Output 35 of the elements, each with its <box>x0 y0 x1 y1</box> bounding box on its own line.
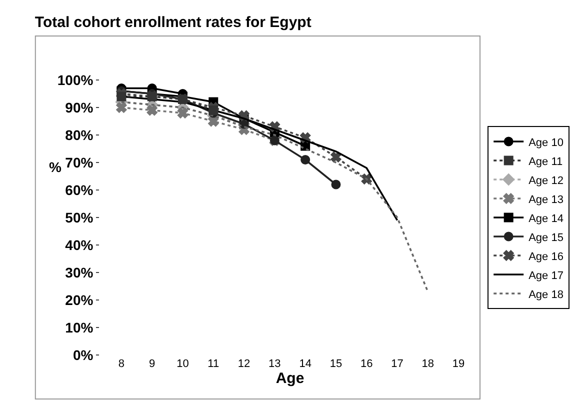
legend-label: Age 13 <box>528 194 564 206</box>
legend-label: Age 18 <box>528 288 564 301</box>
legend-label: Age 10 <box>528 136 564 149</box>
y-axis-title: % <box>49 159 62 175</box>
x-tick-label: 10 <box>176 358 189 370</box>
legend-label: Age 15 <box>528 232 564 244</box>
y-tick-label: 30% <box>65 264 94 280</box>
y-tick-label: 80% <box>65 126 94 143</box>
legend-label: Age 16 <box>528 250 564 263</box>
x-tick-label: 11 <box>208 358 220 370</box>
y-tick-label: 0% <box>72 346 94 363</box>
x-axis-title: Age <box>276 370 304 387</box>
x-tick-label: 12 <box>238 358 250 370</box>
y-tick-label: 10% <box>65 319 94 336</box>
x-tick-label: 19 <box>452 358 465 370</box>
legend-label: Age 12 <box>528 174 564 187</box>
y-tick-label: 70% <box>65 154 94 170</box>
x-tick-label: 13 <box>268 358 281 370</box>
legend-label: Age 17 <box>528 270 564 282</box>
x-tick-label: 8 <box>118 358 125 370</box>
y-tick-label: 100% <box>57 72 94 88</box>
x-tick-label: 16 <box>360 358 373 370</box>
y-tick-label: 60% <box>65 182 94 198</box>
y-tick-label: 40% <box>65 236 94 253</box>
chart-title: Total cohort enrollment rates for Egypt <box>34 14 312 31</box>
legend-label: Age 14 <box>528 212 564 225</box>
x-tick-label: 17 <box>391 358 404 370</box>
x-tick-label: 18 <box>422 358 434 370</box>
x-tick-label: 15 <box>330 358 342 370</box>
y-tick-label: 20% <box>65 292 94 308</box>
x-tick-label: 14 <box>299 358 312 370</box>
x-tick-label: 9 <box>149 358 156 370</box>
y-tick-label: 50% <box>65 209 94 226</box>
legend-label: Age 11 <box>528 156 563 168</box>
y-tick-label: 90% <box>65 99 94 116</box>
